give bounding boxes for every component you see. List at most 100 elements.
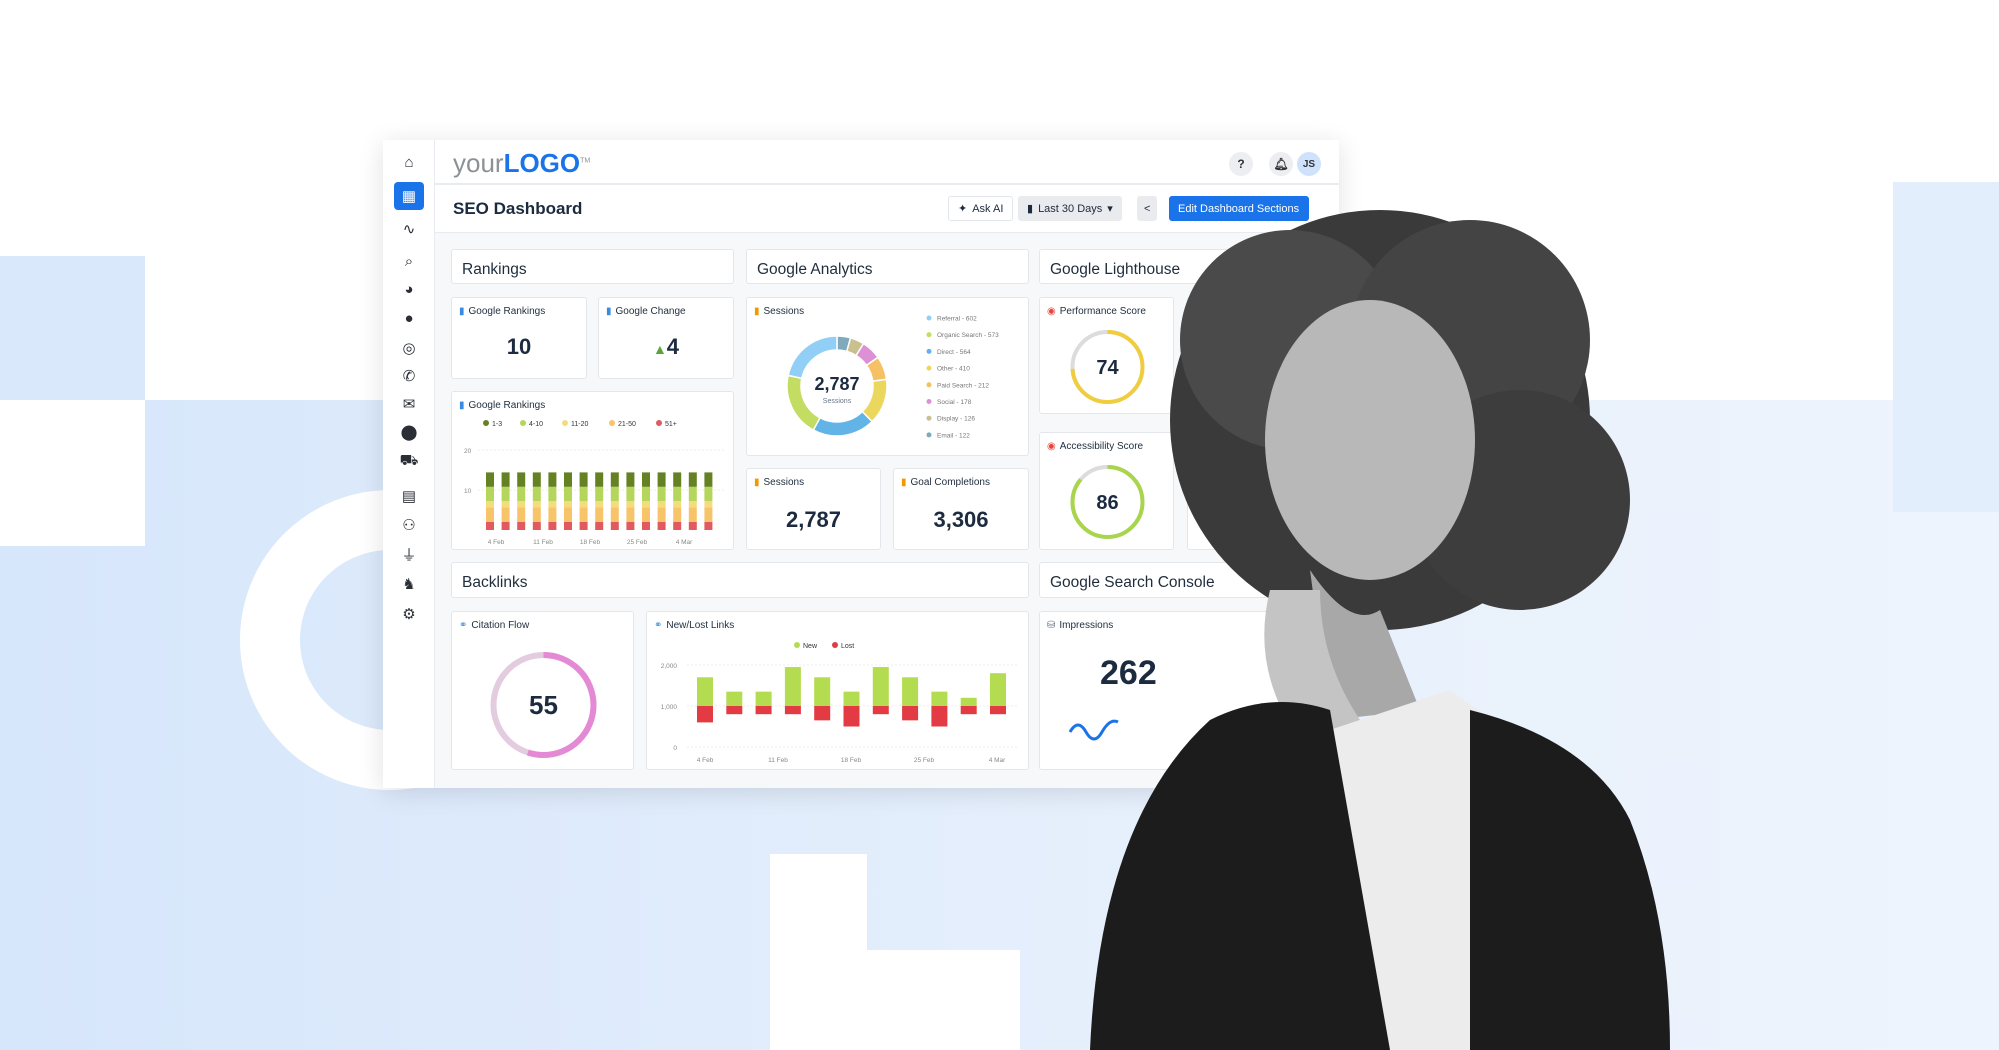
x-tick-label: 25 Feb xyxy=(627,539,648,546)
dashboard-icon[interactable]: ▦ xyxy=(394,182,424,210)
bar-segment-21-50 xyxy=(517,507,526,522)
bar-new xyxy=(902,677,919,706)
envelope-icon[interactable]: ✉ xyxy=(402,396,416,413)
elephant-icon[interactable]: ♞ xyxy=(402,576,416,593)
bar-segment-21-50 xyxy=(673,507,682,522)
bar-new xyxy=(960,697,977,706)
bg-block xyxy=(0,256,145,400)
map-pin-icon[interactable]: ⬤ xyxy=(400,424,418,441)
bar-segment-21-50 xyxy=(595,507,604,522)
chat-icon[interactable]: ● xyxy=(404,309,414,327)
bar-segment-4-10 xyxy=(548,486,557,502)
performance-score-card: ◉ Performance Score 74 xyxy=(1039,297,1174,414)
bar-segment-11-20 xyxy=(564,501,572,508)
google-change-card: ▮ Google Change ▲4 xyxy=(598,297,734,379)
sessions-card: ▮ Sessions 2,787 xyxy=(746,468,881,550)
edit-dashboard-button[interactable]: Edit Dashboard Sections xyxy=(1169,196,1309,221)
x-tick-label: 4 Mar xyxy=(676,539,693,546)
report-icon[interactable]: ▤ xyxy=(401,488,417,505)
legend-dot xyxy=(926,365,932,371)
bar-segment-1-3 xyxy=(517,472,526,487)
pie-chart-icon[interactable]: ◕ xyxy=(404,280,414,298)
performance-gauge: 74 xyxy=(1070,330,1145,404)
y-tick-label: 0 xyxy=(673,745,677,752)
bar-lost xyxy=(902,706,919,721)
google-rankings-card: ▮ Google Rankings 10 xyxy=(451,297,587,379)
bar-segment-21-50 xyxy=(486,507,494,522)
bar-segment-51+ xyxy=(688,522,697,530)
bar-segment-51+ xyxy=(642,522,650,530)
gear-icon[interactable]: ⚙ xyxy=(402,606,416,623)
help-button[interactable]: ? xyxy=(1229,152,1253,176)
legend-dot xyxy=(520,420,526,426)
bar-segment-21-50 xyxy=(657,507,666,522)
bar-new xyxy=(726,691,743,706)
share-button[interactable]: < xyxy=(1137,196,1158,221)
bar-segment-1-3 xyxy=(501,472,510,487)
impressions-sparkline xyxy=(1068,719,1119,741)
target-icon[interactable]: ◎ xyxy=(402,340,416,357)
impressions-value: 262 xyxy=(1100,654,1157,692)
bar-segment-1-3 xyxy=(657,472,666,487)
legend-label: 1-3 xyxy=(492,421,502,428)
up-arrow-icon: ▲ xyxy=(652,341,667,357)
ask-ai-button[interactable]: ✦ Ask AI xyxy=(948,196,1014,221)
bell-icon[interactable]: 🔔︎ xyxy=(1269,152,1293,176)
bg-block xyxy=(0,400,145,546)
bar-segment-1-3 xyxy=(595,472,604,487)
analytics-icon: ▮ xyxy=(754,477,760,488)
cart-icon[interactable]: ⛟ xyxy=(399,451,419,469)
avatar[interactable]: JS xyxy=(1297,152,1321,176)
pulse-icon[interactable]: ∿ xyxy=(402,221,416,238)
gauge-fill xyxy=(490,652,597,758)
bar-segment-4-10 xyxy=(704,486,713,502)
home-icon[interactable]: ⌂ xyxy=(404,153,414,171)
legend-dot xyxy=(926,315,932,321)
bar-lost xyxy=(931,706,948,727)
bar-new xyxy=(872,667,889,706)
person-photo xyxy=(1090,210,1670,1050)
bar-segment-51+ xyxy=(548,522,557,530)
users-icon[interactable]: ⚇ xyxy=(402,517,416,534)
legend-label: Display - 126 xyxy=(937,416,975,423)
bar-lost xyxy=(814,706,831,721)
sessions-donut-card: ▮ Sessions 2,787 Sessions Referral - 602 Org… xyxy=(746,297,1029,456)
bar-segment-11-20 xyxy=(657,501,666,508)
legend-label: Direct - 564 xyxy=(937,349,971,356)
plug-icon[interactable]: ⏚ xyxy=(401,546,417,564)
search-icon[interactable]: ⌕ xyxy=(404,252,414,270)
bar-segment-1-3 xyxy=(642,472,650,487)
bar-segment-21-50 xyxy=(688,507,697,522)
bar-segment-21-50 xyxy=(704,507,713,522)
phone-icon[interactable]: ✆ xyxy=(402,368,416,385)
bar-segment-11-20 xyxy=(532,501,541,508)
bar-new xyxy=(814,677,831,706)
date-range-dropdown[interactable]: ▮ Last 30 Days ▾ xyxy=(1018,196,1122,221)
logo: yourLOGOTM xyxy=(453,148,591,178)
google-rankings-chart-card: ▮ Google Rankings 1-3 4-10 11-20 21-50 51+ 10 2… xyxy=(451,391,734,550)
bar-segment-11-20 xyxy=(517,501,526,508)
donut-center-value: 2,787 xyxy=(814,374,859,394)
gauge-fill xyxy=(1070,465,1145,539)
bar-lost xyxy=(755,706,772,715)
sidebar: ⌂ ▦ ∿ ⌕ ◕ ● ◎ ✆ ✉ ⬤ ⛟ ▤ ⚇ ⏚ ♞ ⚙ xyxy=(383,140,435,788)
legend-label: Lost xyxy=(841,643,854,650)
bar-segment-4-10 xyxy=(501,486,510,502)
bar-segment-4-10 xyxy=(673,486,682,502)
bar-segment-1-3 xyxy=(579,472,588,487)
legend-dot xyxy=(926,332,932,338)
bar-lost xyxy=(960,706,977,715)
bar-segment-51+ xyxy=(704,522,713,530)
bar-segment-11-20 xyxy=(626,501,635,508)
sessions-donut-chart: 2,787 Sessions Referral - 602 Organic Searc… xyxy=(786,315,999,439)
date-range-label: Last 30 Days xyxy=(1038,202,1103,215)
bg-block xyxy=(1893,182,1999,512)
bar-lost xyxy=(784,706,801,715)
analytics-icon: ▮ xyxy=(754,306,760,317)
bar-segment-21-50 xyxy=(548,507,557,522)
donut-slice xyxy=(787,335,838,380)
legend-label: 51+ xyxy=(665,421,677,428)
bar-segment-1-3 xyxy=(564,472,572,487)
bar-segment-11-20 xyxy=(501,501,510,508)
legend-dot xyxy=(926,432,932,438)
